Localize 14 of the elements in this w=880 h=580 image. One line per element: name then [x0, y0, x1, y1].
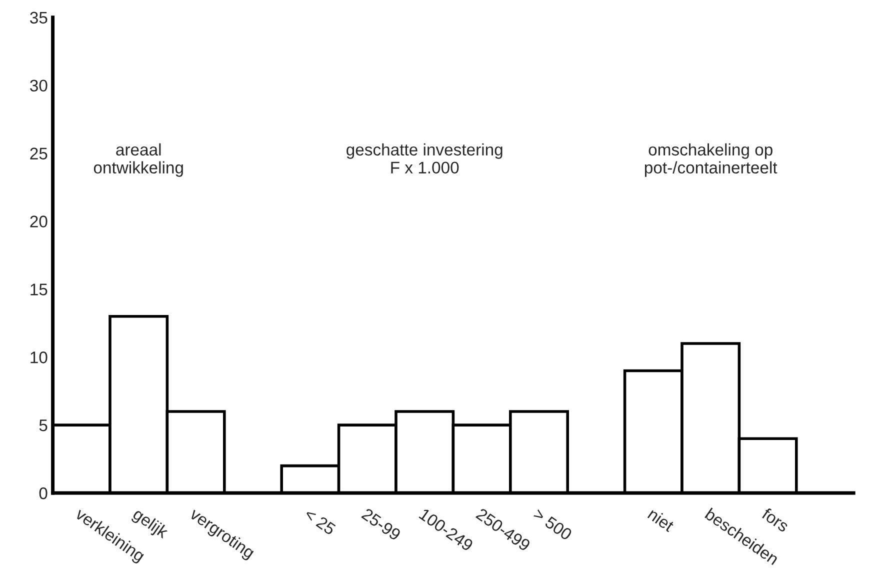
x-tick-label: niet: [647, 508, 676, 532]
y-tick-label: 30: [30, 80, 48, 92]
annotation: areaal ontwikkeling: [94, 143, 183, 177]
x-tick-label: > 500: [532, 508, 573, 541]
y-tick-label: 5: [39, 420, 48, 432]
y-tick-label: 0: [39, 487, 48, 500]
y-tick-label: 25: [30, 148, 48, 160]
x-tick-label: < 25: [304, 508, 336, 536]
y-tick-label: 20: [30, 216, 48, 228]
annotation: geschatte investering F x 1.000: [346, 143, 502, 174]
y-tick-label: 10: [30, 352, 48, 364]
y-tick-label: 35: [30, 12, 48, 24]
y-tick-label: 15: [30, 284, 48, 296]
annotation: omschakeling op pot-/containerteelt: [644, 143, 778, 177]
